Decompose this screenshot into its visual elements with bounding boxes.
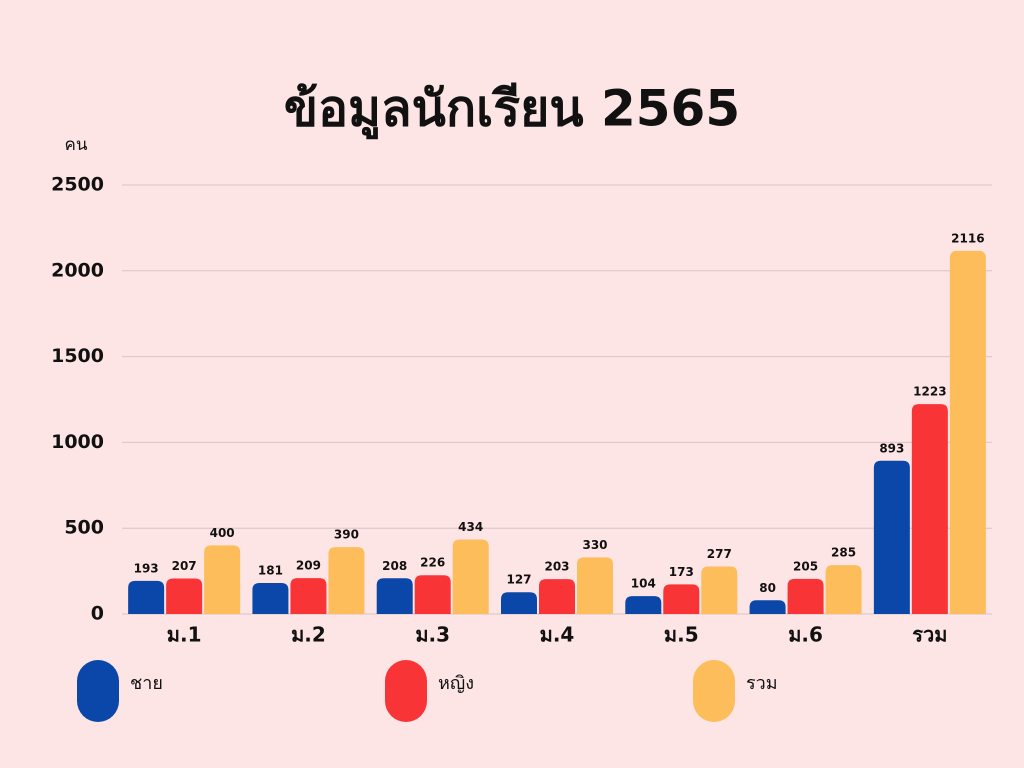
y-axis-label: คน [65, 135, 88, 155]
y-tick-label: 500 [64, 517, 104, 539]
x-tick-label: รวม [912, 623, 947, 647]
bar [252, 582, 289, 614]
value-label: 80 [759, 581, 776, 595]
value-label: 193 [134, 561, 159, 575]
chart-title: ข้อมูลนักเรียน 2565 [284, 80, 740, 140]
bar [414, 575, 451, 614]
value-label: 207 [172, 559, 197, 573]
bar [501, 592, 537, 614]
value-label: 1223 [913, 385, 946, 399]
bar [328, 547, 365, 614]
bar [204, 545, 241, 614]
value-label: 209 [296, 559, 321, 573]
value-label: 181 [258, 563, 283, 577]
y-tick-label: 2500 [51, 174, 104, 196]
y-tick-label: 1000 [51, 431, 104, 453]
y-tick-label: 2000 [51, 259, 104, 281]
y-tick-label: 1500 [51, 345, 104, 367]
y-tick-label: 0 [91, 603, 104, 625]
bar [911, 404, 948, 614]
bar [873, 460, 910, 614]
legend-label: หญิง [438, 673, 474, 694]
x-tick-label: ม.5 [664, 623, 699, 647]
legend-swatch [77, 660, 119, 722]
bar [376, 578, 413, 614]
bar [663, 584, 700, 614]
legend-label: ชาย [130, 673, 163, 694]
value-label: 285 [831, 546, 856, 560]
value-label: 127 [506, 573, 531, 587]
value-label: 226 [420, 556, 445, 570]
bar [825, 565, 862, 614]
value-label: 330 [582, 538, 607, 552]
bar [625, 596, 662, 614]
value-label: 173 [669, 565, 694, 579]
value-label: 208 [382, 559, 407, 573]
x-tick-label: ม.4 [540, 623, 575, 647]
value-label: 893 [879, 441, 904, 455]
value-label: 205 [793, 559, 818, 573]
x-tick-label: ม.6 [788, 623, 823, 647]
value-label: 104 [631, 577, 656, 591]
bar [290, 578, 327, 614]
value-label: 277 [707, 547, 732, 561]
bar [787, 578, 824, 614]
bar [128, 580, 165, 614]
legend-label: รวม [746, 673, 778, 694]
bar [452, 539, 489, 614]
legend-swatch [385, 660, 427, 722]
bar [701, 566, 738, 614]
bar [577, 557, 613, 614]
x-tick-label: ม.2 [291, 623, 326, 647]
x-tick-label: ม.3 [415, 623, 450, 647]
value-label: 203 [544, 560, 569, 574]
bar [949, 250, 986, 614]
bar [539, 579, 575, 614]
value-label: 434 [458, 520, 483, 534]
value-label: 400 [210, 526, 235, 540]
bar [749, 600, 786, 614]
value-label: 2116 [951, 231, 984, 245]
x-tick-label: ม.1 [167, 623, 202, 647]
bar [166, 578, 203, 614]
legend-swatch [693, 660, 735, 722]
value-label: 390 [334, 528, 359, 542]
